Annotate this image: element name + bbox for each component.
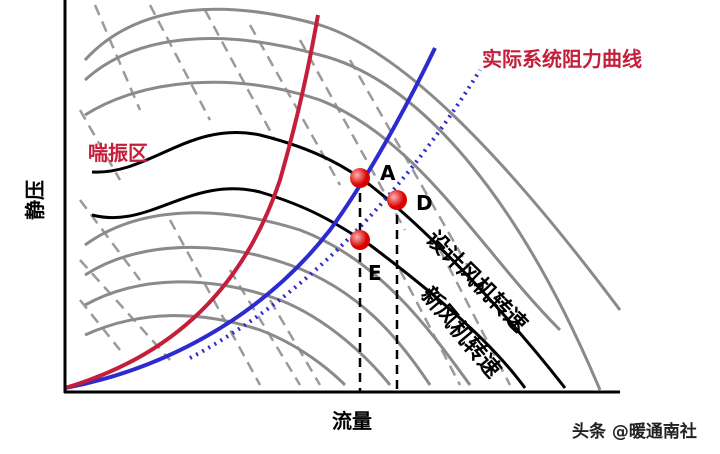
design-speed-curve xyxy=(91,130,567,389)
surge-label: 喘振区 xyxy=(88,141,148,165)
point-d xyxy=(387,190,407,210)
y-axis-label: 静压 xyxy=(23,180,47,220)
label-e: E xyxy=(368,261,382,285)
point-a xyxy=(350,168,370,188)
point-e xyxy=(350,230,370,250)
new-speed-curve xyxy=(91,187,527,389)
label-a: A xyxy=(380,161,396,185)
surge-curve xyxy=(64,14,320,390)
watermark: 头条 @暖通南社 xyxy=(572,421,697,442)
blue-curve xyxy=(64,47,437,390)
label-d: D xyxy=(416,191,433,215)
fan-curves xyxy=(83,7,622,391)
system-curve xyxy=(189,68,482,360)
x-axis-label: 流量 xyxy=(332,409,372,433)
system-label: 实际系统阻力曲线 xyxy=(482,47,642,71)
